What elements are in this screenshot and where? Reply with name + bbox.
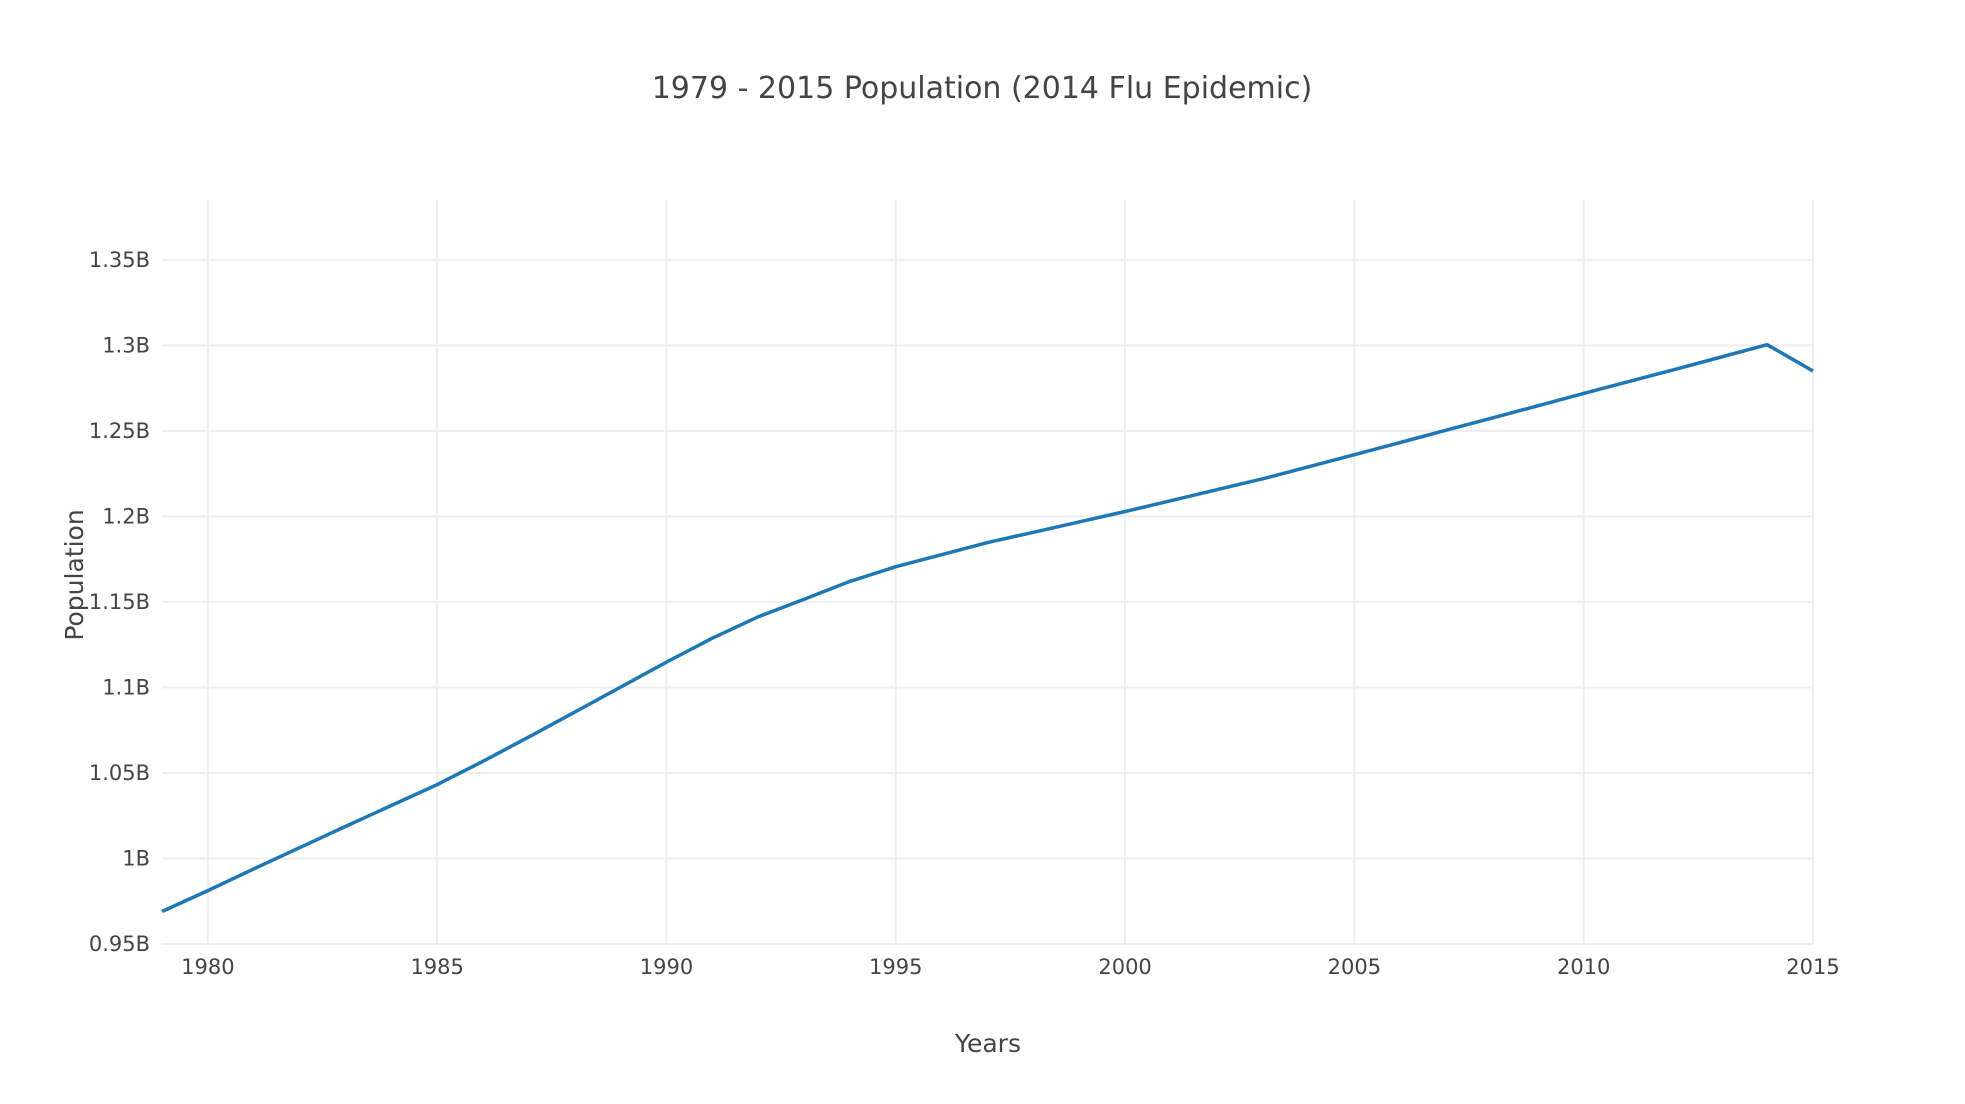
x-tick-label: 1995: [869, 955, 922, 979]
x-tick-label: 2005: [1328, 955, 1381, 979]
x-tick-label: 1990: [640, 955, 693, 979]
y-tick-label: 0.95B: [89, 932, 150, 956]
y-tick-label: 1.2B: [102, 504, 150, 528]
x-tick-label: 2015: [1786, 955, 1839, 979]
x-tick-label: 1980: [181, 955, 234, 979]
grid: [162, 200, 1814, 945]
y-tick-label: 1.15B: [89, 590, 150, 614]
chart-title: 1979 - 2015 Population (2014 Flu Epidemi…: [652, 71, 1313, 106]
x-tick-label: 2000: [1098, 955, 1151, 979]
y-tick-label: 1.35B: [89, 248, 150, 272]
y-tick-label: 1.25B: [89, 419, 150, 443]
series-layer: [161, 342, 1814, 914]
x-axis-title: Years: [954, 1029, 1021, 1058]
x-tick-label: 2010: [1557, 955, 1610, 979]
y-tick-label: 1.3B: [102, 333, 150, 357]
tick-labels: 1980 1985 1990 1995 2000 2005 2010 2015 0.95B 1B 1…: [89, 248, 1840, 979]
x-tick-label: 1985: [410, 955, 463, 979]
y-tick-label: 1.05B: [89, 761, 150, 785]
y-tick-label: 1B: [122, 846, 150, 870]
y-axis-title: Population: [60, 509, 89, 640]
population-line: [161, 342, 1814, 914]
y-tick-label: 1.1B: [102, 675, 150, 699]
